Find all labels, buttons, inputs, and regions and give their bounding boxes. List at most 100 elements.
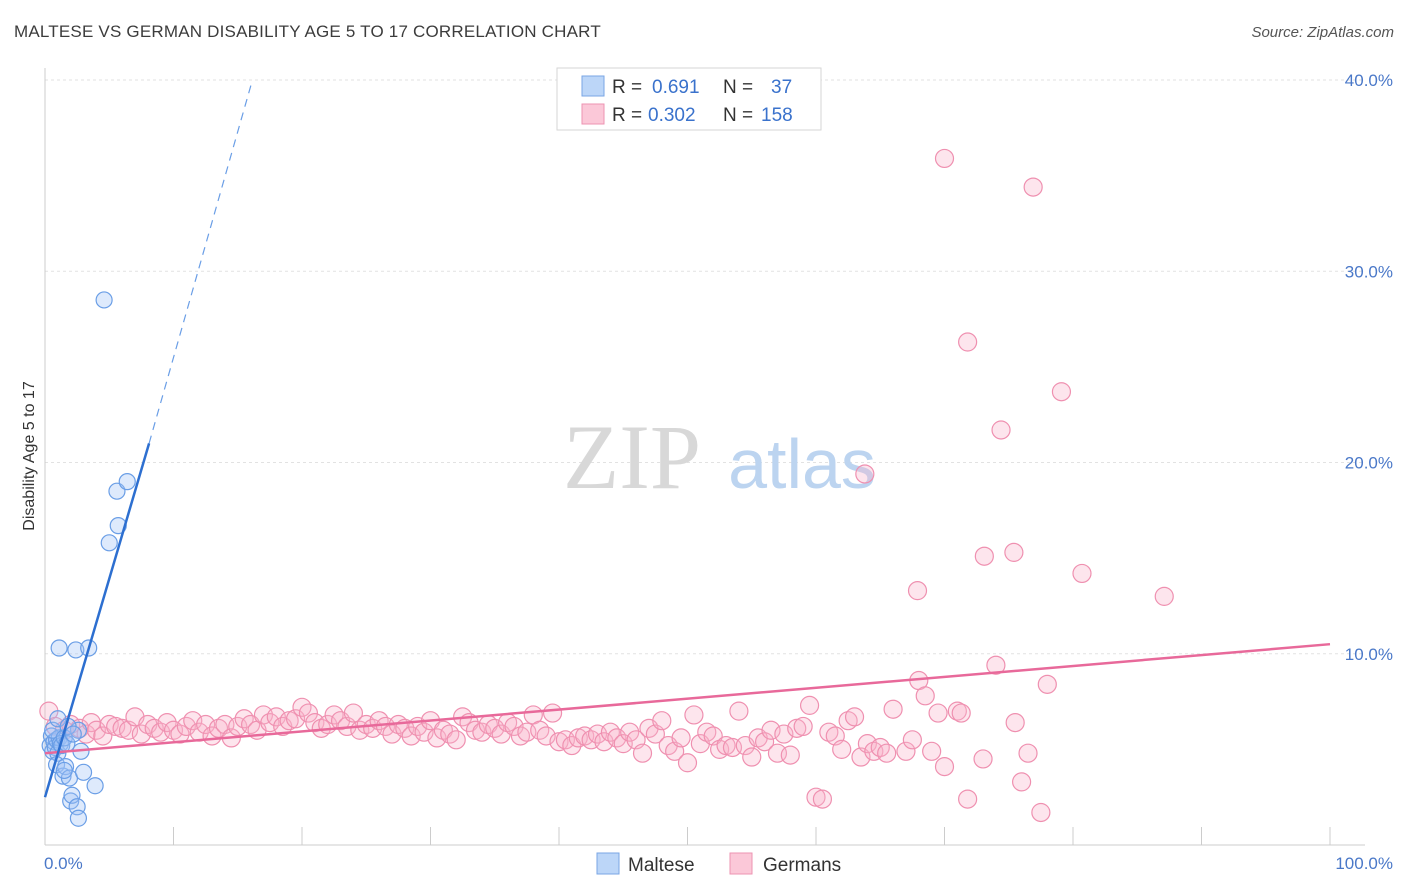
maltese-point-36 xyxy=(118,473,136,491)
germans-point-117 xyxy=(793,716,813,737)
germans-point-155 xyxy=(1023,177,1043,197)
maltese-point-15 xyxy=(54,767,72,785)
germans-point-149 xyxy=(907,581,928,601)
germans-point-22 xyxy=(183,711,203,731)
germans-point-159 xyxy=(812,789,833,809)
germans-point-122 xyxy=(832,739,852,759)
germans-point-126 xyxy=(857,734,878,754)
maltese-point-22 xyxy=(69,809,88,827)
germans-point-156 xyxy=(1051,382,1072,402)
legend-n-label-germans: N = xyxy=(723,105,753,126)
germans-point-142 xyxy=(986,655,1006,675)
maltese-point-32 xyxy=(95,291,113,309)
germans-point-152 xyxy=(974,546,994,566)
germans-point-131 xyxy=(896,741,916,761)
germans-point-145 xyxy=(1018,743,1038,763)
germans-point-60 xyxy=(427,728,447,748)
source-label: Source: ZipAtlas.com xyxy=(1251,24,1394,41)
legend-swatch-germans xyxy=(581,103,605,125)
germans-point-35 xyxy=(266,707,286,727)
bottom-legend: Maltese Germans xyxy=(596,852,841,876)
y-tick-label-0: 10.0% xyxy=(1345,645,1393,664)
maltese-trendline-extension xyxy=(148,81,253,444)
germans-point-20 xyxy=(170,724,190,744)
y-tick-label-3: 40.0% xyxy=(1345,71,1393,90)
maltese-point-25 xyxy=(86,777,104,795)
germans-point-98 xyxy=(671,728,691,748)
bottom-legend-swatch-germans xyxy=(729,852,753,875)
germans-point-63 xyxy=(446,730,466,750)
x-tick-label-0: 0.0% xyxy=(44,854,83,873)
tick-labels: 10.0% 20.0% 30.0% 40.0% 0.0% 100.0% xyxy=(44,71,1393,873)
maltese-point-23 xyxy=(74,763,93,781)
germans-point-112 xyxy=(761,720,781,740)
germans-point-5 xyxy=(76,724,96,744)
germans-point-129 xyxy=(877,743,897,763)
maltese-point-26 xyxy=(50,639,68,657)
chart-title: MALTESE VS GERMAN DISABILITY AGE 5 TO 17… xyxy=(14,22,601,41)
maltese-trendline xyxy=(43,443,151,798)
germans-point-157 xyxy=(1072,563,1092,584)
germans-point-147 xyxy=(1037,674,1057,694)
maltese-point-27 xyxy=(67,641,85,659)
maltese-points xyxy=(41,291,136,827)
bottom-legend-swatch-maltese xyxy=(596,852,620,875)
germans-point-86 xyxy=(594,732,614,752)
legend-n-label-maltese: N = xyxy=(723,77,753,98)
germans-point-92 xyxy=(632,743,653,763)
maltese-point-33 xyxy=(100,534,118,552)
germans-point-100 xyxy=(684,705,704,725)
germans-point-111 xyxy=(754,732,775,752)
germans-point-148 xyxy=(855,464,875,484)
germans-trendline xyxy=(44,642,1331,755)
germans-point-81 xyxy=(562,735,582,756)
watermark-atlas: atlas xyxy=(728,425,876,503)
germans-point-140 xyxy=(958,789,978,809)
germans-point-130 xyxy=(883,699,903,719)
germans-point-139 xyxy=(951,703,971,723)
germans-point-115 xyxy=(780,745,800,765)
germans-point-150 xyxy=(934,148,955,169)
bottom-legend-label-germans: Germans xyxy=(763,855,841,876)
stats-legend: R = 0.691 N = 37 R = 0.302 N = 158 xyxy=(556,67,822,131)
germans-point-18 xyxy=(157,712,177,733)
germans-point-154 xyxy=(1004,542,1024,562)
legend-r-value-germans: 0.302 xyxy=(648,105,696,126)
legend-r-label-germans: R = xyxy=(612,105,642,126)
germans-point-141 xyxy=(973,749,993,769)
germans-point-132 xyxy=(902,730,922,750)
x-tick-label-1: 100.0% xyxy=(1335,854,1393,873)
germans-point-134 xyxy=(915,686,935,706)
germans-point-153 xyxy=(991,420,1011,440)
germans-point-95 xyxy=(652,711,672,731)
germans-point-118 xyxy=(799,695,820,715)
germans-point-47 xyxy=(343,703,363,723)
germans-point-89 xyxy=(613,734,633,754)
germans-point-151 xyxy=(958,332,978,352)
germans-point-109 xyxy=(742,747,762,767)
germans-point-107 xyxy=(729,701,749,721)
germans-point-8 xyxy=(93,726,113,746)
germans-point-146 xyxy=(1031,802,1051,823)
maltese-point-18 xyxy=(55,761,73,780)
axes xyxy=(44,68,1365,846)
y-tick-label-1: 20.0% xyxy=(1345,454,1393,473)
legend-r-value-maltese: 0.691 xyxy=(652,77,700,98)
germans-point-143 xyxy=(1005,712,1025,733)
germans-point-78 xyxy=(542,703,563,723)
germans-point-158 xyxy=(1154,586,1174,606)
germans-point-137 xyxy=(934,756,955,777)
germans-point-56 xyxy=(401,726,421,746)
gridlines xyxy=(45,79,1365,655)
maltese-point-31 xyxy=(64,725,82,743)
germans-point-67 xyxy=(472,722,492,742)
germans-point-40 xyxy=(298,703,319,723)
trendlines xyxy=(43,81,1331,798)
legend-n-value-germans: 158 xyxy=(761,105,793,126)
germans-point-136 xyxy=(928,703,948,723)
germans-point-90 xyxy=(620,722,640,742)
legend-swatch-maltese xyxy=(581,75,605,97)
y-tick-label-2: 30.0% xyxy=(1345,262,1393,281)
maltese-point-19 xyxy=(62,792,80,810)
